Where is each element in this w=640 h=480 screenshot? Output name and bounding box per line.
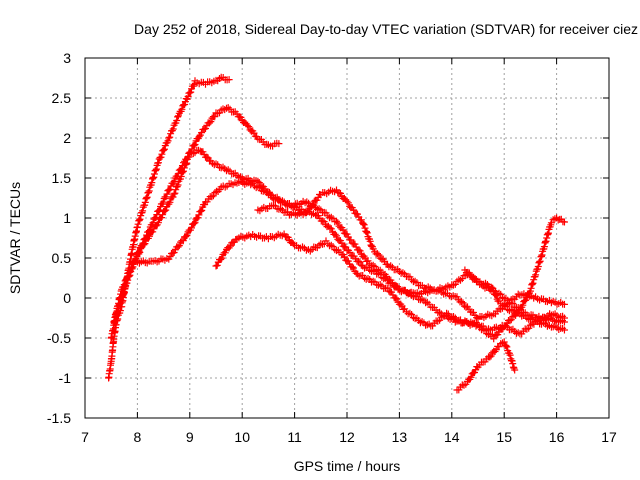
y-tick-label: 1.5 [52,170,72,186]
x-tick-label: 10 [234,429,250,445]
x-axis-label: GPS time / hours [294,458,401,474]
x-tick-label: 8 [134,429,142,445]
y-axis-label: SDTVAR / TECUs [7,182,23,294]
x-tick-label: 14 [444,429,460,445]
y-tick-label: -0.5 [47,330,71,346]
y-tick-label: 0 [63,290,71,306]
x-tick-label: 13 [392,429,408,445]
series-markers [453,338,519,394]
grid-layer [85,58,609,418]
y-tick-label: 3 [63,50,71,66]
y-tick-label: 2 [63,130,71,146]
y-tick-label: -1 [59,370,72,386]
x-tick-label: 7 [81,429,89,445]
series-markers [133,177,568,338]
data-layer [105,73,568,394]
series-arc-d [133,177,568,338]
y-tick-label: -1.5 [47,410,71,426]
x-tick-label: 9 [186,429,194,445]
x-tick-label: 17 [601,429,617,445]
y-tick-label: 1 [63,210,71,226]
x-tick-label: 12 [339,429,355,445]
x-tick-label: 11 [287,429,302,445]
tick-layer: 7 8 9 10 11 12 13 14 15 16 17 -1.5 -1 -0.5 0 0.5 1 1.5 2 2.… [47,50,617,445]
x-tick-label: 16 [549,429,565,445]
series-arc-g [453,338,519,394]
y-tick-label: 2.5 [52,90,72,106]
y-tick-label: 0.5 [52,250,72,266]
series-arc-h [461,266,568,326]
chart-title: Day 252 of 2018, Sidereal Day-to-day VTE… [134,21,638,37]
x-tick-label: 15 [496,429,512,445]
